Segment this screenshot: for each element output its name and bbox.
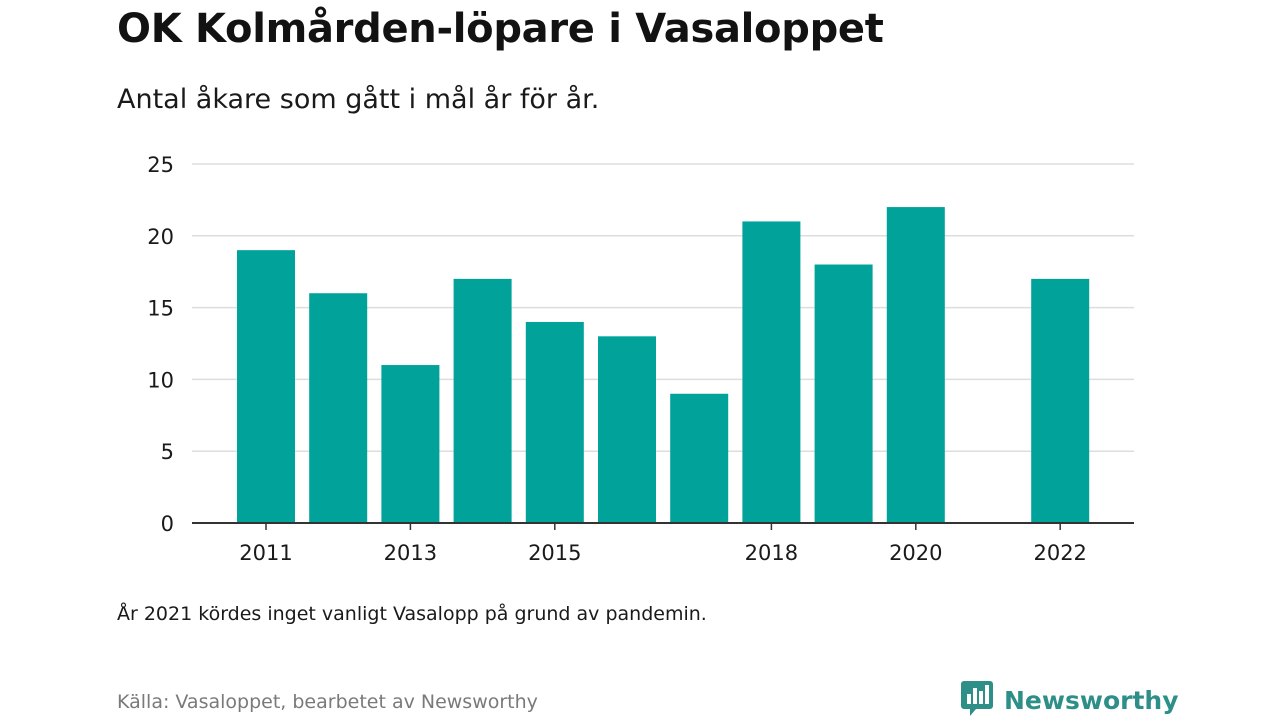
bar bbox=[814, 264, 873, 523]
brand-name: Newsworthy bbox=[1004, 685, 1179, 715]
brand-logo[interactable]: Newsworthy bbox=[960, 680, 1179, 720]
y-tick-label: 5 bbox=[161, 440, 174, 464]
bar bbox=[525, 321, 584, 523]
bar bbox=[453, 278, 512, 523]
y-tick-label: 20 bbox=[147, 225, 174, 249]
chart-note: År 2021 kördes inget vanligt Vasalopp på… bbox=[117, 603, 707, 625]
y-tick-label: 15 bbox=[147, 297, 174, 321]
source-credit: Källa: Vasaloppet, bearbetet av Newswort… bbox=[117, 691, 538, 713]
x-tick-label: 2011 bbox=[239, 541, 292, 565]
y-tick-label: 0 bbox=[161, 512, 174, 536]
bar bbox=[1031, 278, 1090, 523]
bar bbox=[742, 221, 801, 523]
bar bbox=[309, 293, 368, 523]
chart-subtitle: Antal åkare som gått i mål år för år. bbox=[117, 84, 600, 115]
y-tick-label: 25 bbox=[147, 153, 174, 177]
y-tick-label: 10 bbox=[147, 368, 174, 392]
x-tick-label: 2018 bbox=[745, 541, 798, 565]
bar-chart: 0 5 10 15 20 25 2011 2013 2015 2018 2020 2022 bbox=[147, 153, 1134, 565]
x-tick-label: 2013 bbox=[384, 541, 437, 565]
bar bbox=[670, 393, 729, 523]
bar bbox=[237, 250, 295, 523]
x-tick-label: 2015 bbox=[528, 541, 581, 565]
newsworthy-logo-icon bbox=[960, 679, 994, 721]
x-tick-label: 2022 bbox=[1033, 541, 1086, 565]
bar bbox=[886, 207, 945, 523]
bar bbox=[598, 336, 656, 523]
x-tick-label: 2020 bbox=[889, 541, 942, 565]
chart-title: OK Kolmården-löpare i Vasaloppet bbox=[117, 6, 884, 52]
bar bbox=[381, 365, 440, 523]
